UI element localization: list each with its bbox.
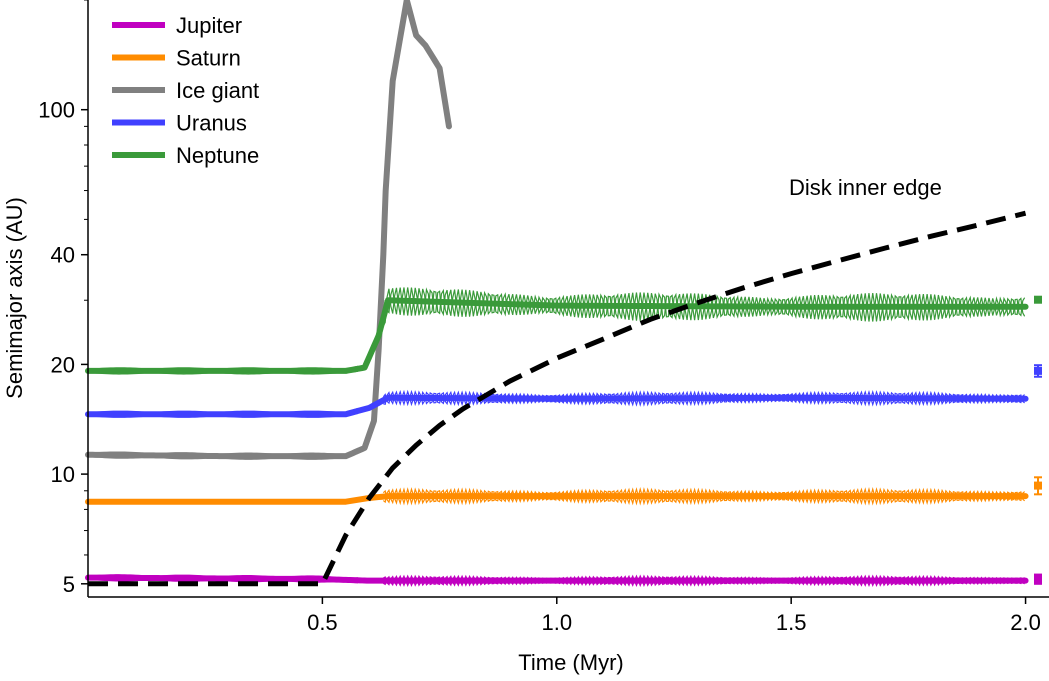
x-axis-label: Time (Myr) [518,650,624,675]
series-line [85,0,452,460]
series-line [85,394,1029,418]
final-position-point [1034,295,1042,304]
y-tick-label: 20 [51,352,75,377]
x-tick-label: 1.5 [776,610,807,635]
x-tick-label: 0.5 [307,610,338,635]
legend-label: Uranus [176,111,247,136]
legend-label: Neptune [176,143,259,168]
disk-inner-edge-line [88,210,1027,587]
series-line [85,493,1029,505]
legend-label: Saturn [176,46,241,71]
y-tick-label: 40 [51,243,75,268]
series-line [85,574,1029,584]
final-position-point [1034,366,1042,375]
series-lines [85,0,1029,588]
y-tick-label: 5 [63,572,75,597]
legend-label: Ice giant [176,78,259,103]
final-position-markers [1034,295,1042,585]
tick-labels: 0.5 1.0 1.5 2.0 5 10 20 40 100 [38,98,1041,635]
final-position-point [1034,481,1042,490]
legend: Jupiter Saturn Ice giant Uranus Neptune [112,13,259,168]
final-position-point [1034,575,1042,584]
plot-area [81,0,1049,604]
legend-label: Jupiter [176,13,242,38]
x-tick-label: 1.0 [541,610,572,635]
disk-edge-annotation: Disk inner edge [789,175,942,200]
y-axis-label: Semimajor axis (AU) [2,197,27,399]
x-tick-label: 2.0 [1010,610,1041,635]
y-tick-label: 100 [38,98,75,123]
series-line [85,297,1029,374]
y-tick-label: 10 [51,462,75,487]
